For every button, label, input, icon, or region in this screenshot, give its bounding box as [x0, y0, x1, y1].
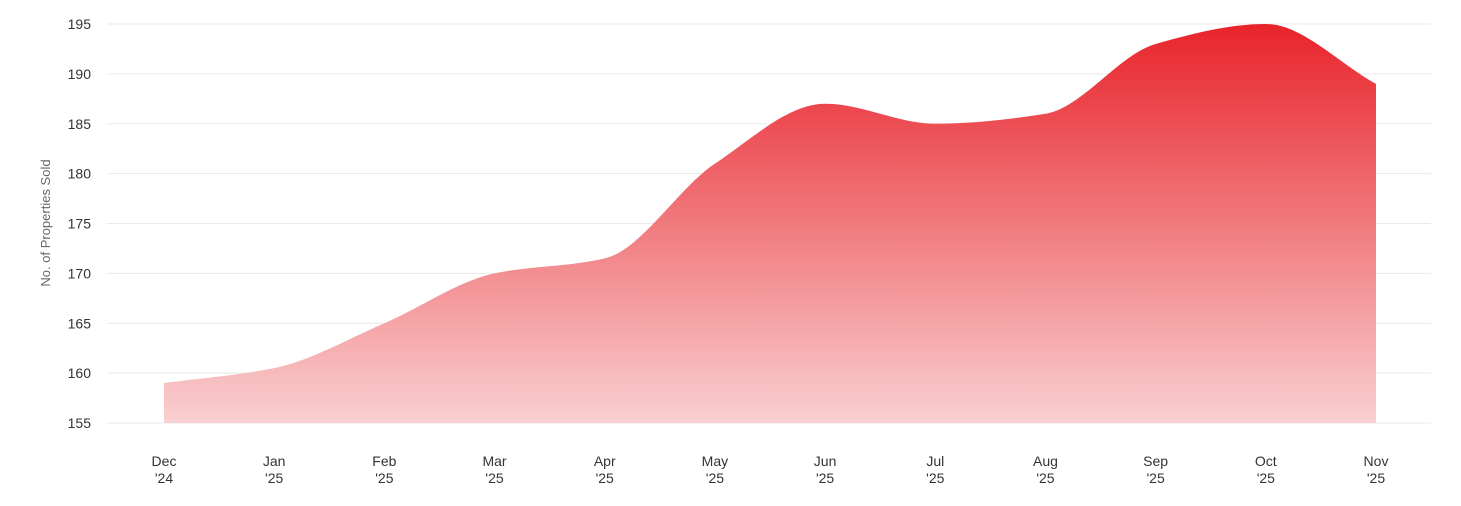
- x-tick-month: Dec: [152, 453, 177, 469]
- x-tick-label: Oct '25: [1255, 453, 1277, 486]
- x-tick-month: Feb: [372, 453, 396, 469]
- data-point[interactable]: [602, 255, 608, 261]
- y-tick-label: 155: [68, 415, 92, 431]
- data-point[interactable]: [161, 380, 167, 386]
- x-tick-month: May: [702, 453, 728, 469]
- x-tick-month: Apr: [594, 453, 616, 469]
- x-tick-label: Mar '25: [482, 453, 506, 486]
- y-tick-label: 190: [68, 66, 92, 82]
- x-tick-month: Mar: [482, 453, 506, 469]
- x-tick-label: Nov '25: [1364, 453, 1389, 486]
- x-tick-month: Nov: [1364, 453, 1389, 469]
- x-tick-year: '25: [816, 470, 834, 486]
- data-point[interactable]: [712, 161, 718, 167]
- area-layer: [161, 21, 1379, 423]
- x-tick-label: Apr '25: [594, 453, 616, 486]
- y-tick-label: 165: [68, 315, 92, 331]
- y-tick-label: 175: [68, 216, 92, 232]
- x-tick-year: '25: [485, 470, 503, 486]
- x-tick-year: '25: [1257, 470, 1275, 486]
- y-tick-label: 180: [68, 166, 92, 182]
- x-tick-label: Feb '25: [372, 453, 396, 486]
- y-axis-title: No. of Properties Sold: [38, 159, 53, 286]
- data-point[interactable]: [1263, 21, 1269, 27]
- data-point[interactable]: [1373, 81, 1379, 87]
- data-point[interactable]: [1042, 111, 1048, 117]
- x-tick-year: '25: [596, 470, 614, 486]
- x-tick-year: '25: [375, 470, 393, 486]
- data-point[interactable]: [492, 270, 498, 276]
- x-tick-year: '25: [926, 470, 944, 486]
- y-tick-label: 170: [68, 265, 92, 281]
- data-point[interactable]: [271, 365, 277, 371]
- y-tick-label: 160: [68, 365, 92, 381]
- x-tick-month: Jul: [926, 453, 944, 469]
- x-tick-year: '25: [265, 470, 283, 486]
- y-tick-label: 195: [68, 16, 92, 32]
- x-tick-year: '25: [1036, 470, 1054, 486]
- data-point[interactable]: [932, 121, 938, 127]
- x-tick-label: Sep '25: [1143, 453, 1168, 486]
- x-tick-month: Jan: [263, 453, 286, 469]
- x-tick-month: Oct: [1255, 453, 1277, 469]
- x-tick-label: Jul '25: [926, 453, 944, 486]
- x-tick-month: Jun: [814, 453, 837, 469]
- y-axis-ticks: 155 160 165 170 175 180 185 190 195: [68, 16, 92, 431]
- area-series: [164, 24, 1376, 423]
- x-tick-month: Aug: [1033, 453, 1058, 469]
- x-tick-year: '25: [1147, 470, 1165, 486]
- x-tick-label: Aug '25: [1033, 453, 1058, 486]
- x-tick-label: Jun '25: [814, 453, 837, 486]
- y-tick-label: 185: [68, 116, 92, 132]
- x-tick-label: Jan '25: [263, 453, 286, 486]
- data-point[interactable]: [822, 101, 828, 107]
- x-tick-year: '25: [1367, 470, 1385, 486]
- x-tick-year: '25: [706, 470, 724, 486]
- x-tick-label: May '25: [702, 453, 728, 486]
- data-point[interactable]: [1153, 41, 1159, 47]
- x-tick-label: Dec '24: [152, 453, 177, 486]
- data-point[interactable]: [381, 320, 387, 326]
- x-tick-year: '24: [155, 470, 173, 486]
- x-tick-month: Sep: [1143, 453, 1168, 469]
